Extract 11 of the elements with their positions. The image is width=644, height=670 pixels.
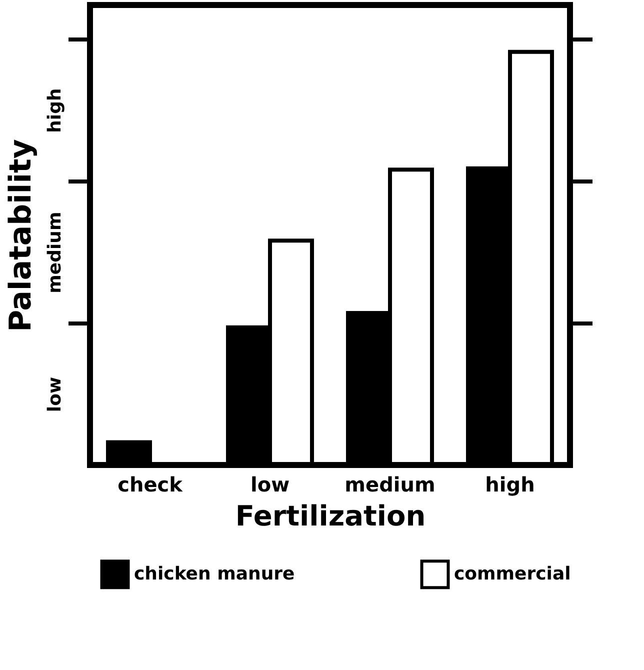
legend-label: commercial (454, 563, 571, 584)
legend-label: chicken manure (134, 563, 295, 584)
text: high (44, 88, 66, 133)
x-tick-label: check (118, 472, 184, 496)
text: low (44, 376, 66, 412)
x-axis-title: Fertilization (235, 500, 426, 532)
x-tick-label: low (250, 472, 290, 496)
x-tick-label: high (485, 472, 535, 496)
y-axis-title: Palatability (4, 138, 38, 332)
x-tick-label: medium (344, 472, 436, 496)
text: medium (44, 212, 66, 294)
